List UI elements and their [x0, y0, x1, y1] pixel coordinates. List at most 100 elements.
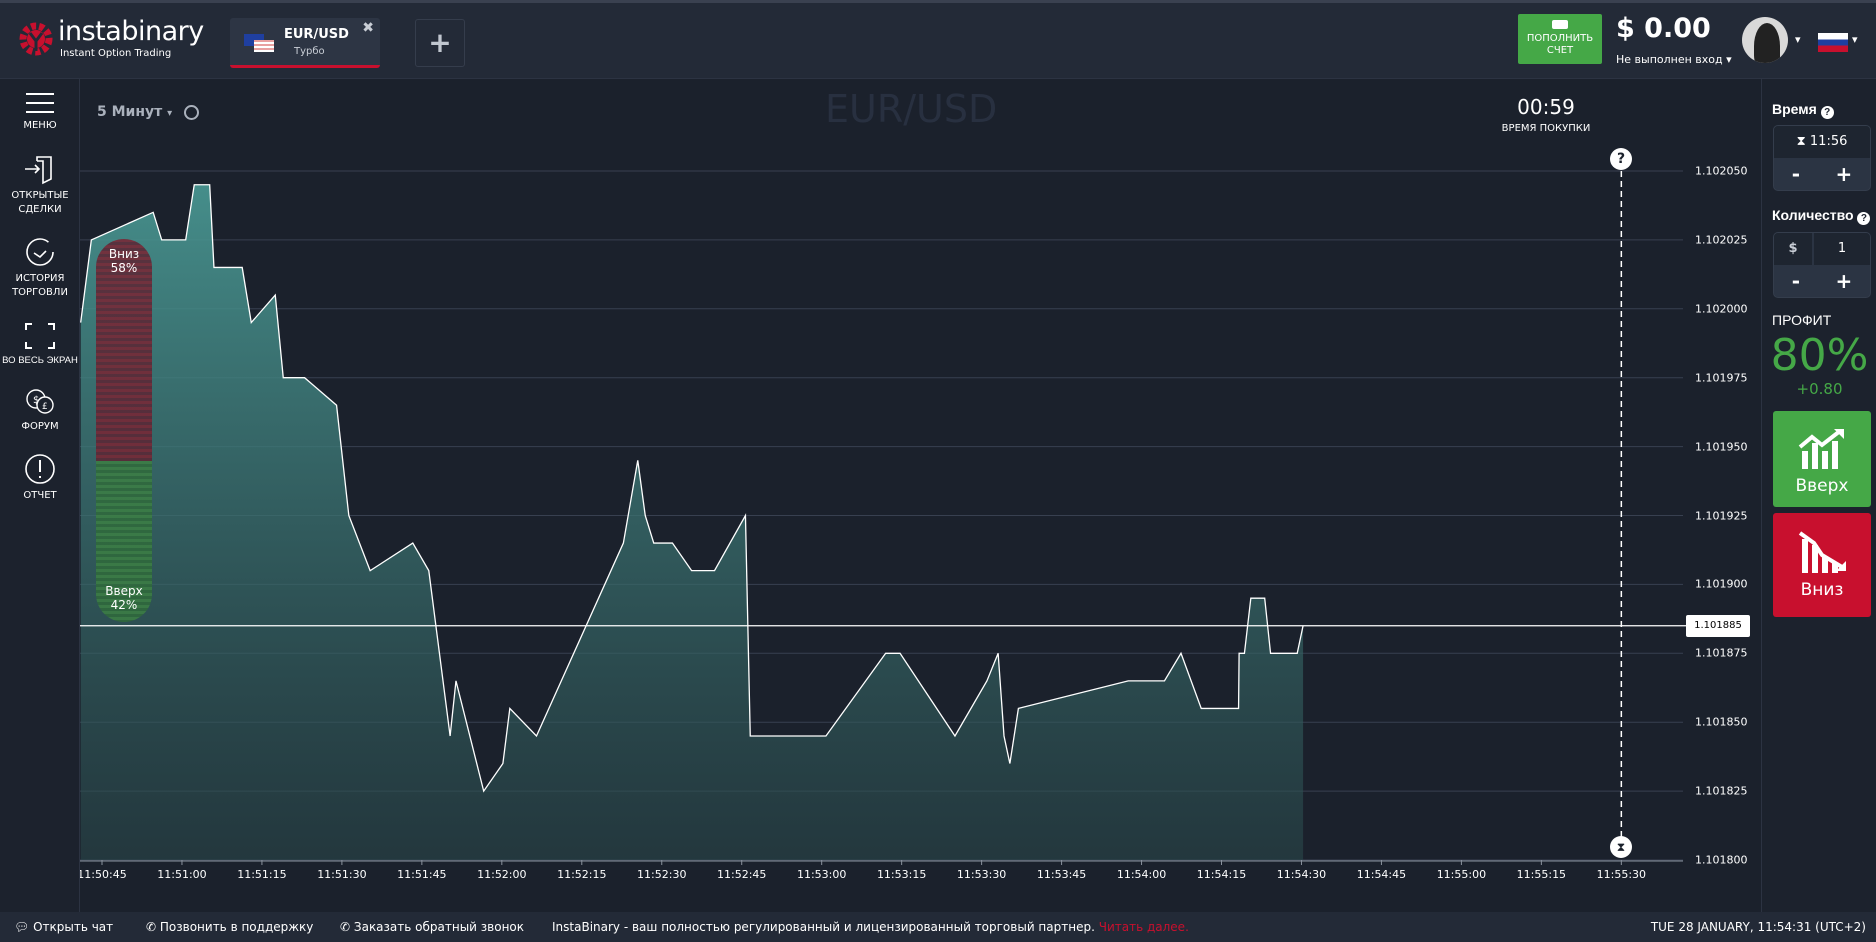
us-flag — [254, 40, 274, 52]
call-support-link[interactable]: ✆ Позвонить в поддержку — [146, 920, 314, 934]
x-tick-label: 11:53:45 — [1036, 868, 1087, 881]
x-tick-label: 11:54:30 — [1276, 868, 1327, 881]
sentiment-down-fill — [96, 239, 152, 462]
language-flag-ru[interactable] — [1818, 33, 1848, 52]
profit-label: ПРОФИТ — [1772, 312, 1832, 328]
svg-text:$: $ — [33, 395, 39, 406]
y-tick-label: 1.101925 — [1695, 509, 1748, 522]
amount-selector: $ 1 - + — [1773, 232, 1871, 298]
profit-percent: 80% — [1770, 330, 1869, 381]
y-tick-label: 1.101875 — [1695, 646, 1748, 660]
datetime: TUE 28 JANUARY, 11:54:31 (UTC+2) — [1650, 920, 1866, 934]
time-selector: ⧗ 11:56 - + — [1773, 125, 1871, 191]
login-status: Не выполнен вход — [1616, 53, 1723, 66]
x-tick-label: 11:54:15 — [1196, 868, 1247, 881]
amount-input[interactable]: 1 — [1814, 233, 1870, 265]
sidebar-item-forum[interactable]: $ £ ФОРУМ — [0, 388, 80, 434]
y-tick-label: 1.101800 — [1695, 853, 1748, 867]
down-label: Вниз — [1800, 580, 1844, 600]
chat-bubble-icon: 💬︎ — [14, 920, 30, 934]
chevron-down-icon: ▾ — [167, 108, 173, 119]
price-chart[interactable]: EUR/USD 5 Минут ▾ 00:59 ВРЕМЯ ПОКУПКИ 1.… — [80, 79, 1761, 912]
avatar-silhouette — [1754, 23, 1780, 63]
sidebar-label: ИСТОРИЯ ТОРГОВЛИ — [12, 273, 68, 298]
language-chevron-icon[interactable]: ▾ — [1852, 33, 1858, 46]
amount-minus-button[interactable]: - — [1791, 269, 1801, 293]
report-icon — [25, 454, 55, 484]
trade-panel: Время ? ⧗ 11:56 - + Количество ? $ 1 - + П… — [1761, 79, 1876, 912]
price-line — [80, 184, 1304, 793]
close-tab-icon[interactable]: ✖ — [362, 20, 374, 36]
x-tick-label: 11:53:00 — [796, 868, 847, 881]
x-tick-label: 11:54:45 — [1356, 868, 1407, 881]
chevron-down-icon: ▾ — [1726, 53, 1732, 66]
x-tick-label: 11:55:00 — [1436, 868, 1487, 881]
footer-bar: 💬︎ Открыть чат ✆ Позвонить в поддержку ✆… — [0, 912, 1876, 942]
avatar-chevron-icon[interactable]: ▾ — [1795, 33, 1801, 46]
purchase-timer: 00:59 — [1517, 95, 1575, 119]
fullscreen-icon — [25, 323, 55, 349]
price-area — [80, 184, 1304, 860]
phone-icon: ✆ — [146, 920, 157, 934]
logo-tagline: Instant Option Trading — [60, 48, 172, 59]
gear-logo-icon — [19, 22, 53, 56]
current-price-label: 1.101885 — [1686, 614, 1750, 637]
x-tick-label: 11:50:45 — [80, 868, 127, 881]
x-tick-label: 11:51:15 — [237, 868, 287, 881]
x-tick-label: 11:52:30 — [637, 868, 687, 881]
help-icon[interactable]: ? — [1610, 148, 1632, 170]
chat-link[interactable]: 💬︎ Открыть чат — [14, 920, 114, 934]
tab-eur-usd[interactable]: EUR/USD Турбо ✖ — [230, 18, 380, 68]
sentiment-down-text: Вниз 58% — [108, 247, 140, 275]
deposit-button[interactable]: ПОПОЛНИТЬ СЧЕТ — [1518, 14, 1602, 64]
sidebar-label: ОТКРЫТЫЕ СДЕЛКИ — [11, 190, 69, 215]
login-status-dropdown[interactable]: Не выполнен вход ▾ — [1616, 53, 1732, 67]
add-tab-button[interactable]: + — [415, 19, 465, 67]
x-tick-label: 11:55:15 — [1516, 868, 1567, 881]
promo-text: InstaBinary - ваш полностью регулированн… — [552, 920, 1189, 934]
help-icon[interactable]: ? — [1857, 212, 1871, 225]
sidebar-item-report[interactable]: ОТЧЕТ — [0, 453, 80, 503]
balance: $ 0.00 — [1616, 13, 1711, 44]
read-more-link[interactable]: Читать далее. — [1098, 920, 1189, 934]
x-tick-label: 11:53:15 — [876, 868, 927, 881]
y-tick-label: 1.101825 — [1695, 784, 1748, 798]
x-tick-label: 11:52:15 — [557, 868, 607, 881]
money-icon — [1552, 20, 1568, 29]
up-label: Вверх — [1795, 476, 1849, 496]
sidebar-label: ОТЧЕТ — [23, 490, 57, 501]
hourglass-icon: ⧗ — [1796, 134, 1806, 149]
top-header: instabinary Instant Option Trading EUR/U… — [0, 0, 1876, 79]
sidebar-label: ФОРУМ — [21, 421, 59, 432]
call-up-button[interactable]: Вверх — [1773, 411, 1871, 507]
interval-dropdown[interactable]: 5 Минут ▾ — [97, 104, 172, 122]
logo-name: instabinary — [58, 16, 204, 47]
x-tick-label: 11:51:00 — [157, 868, 207, 881]
sidebar-item-history[interactable]: ИСТОРИЯ ТОРГОВЛИ — [0, 236, 80, 300]
sidebar-item-fullscreen[interactable]: ВО ВЕСЬ ЭКРАН — [0, 322, 80, 368]
x-tick-label: 11:51:30 — [317, 868, 367, 881]
help-icon[interactable]: ? — [1820, 106, 1834, 119]
chart-watermark-title: EUR/USD — [825, 87, 998, 131]
expiry-time[interactable]: ⧗ 11:56 — [1774, 126, 1870, 158]
tab-pair: EUR/USD — [284, 27, 349, 42]
y-tick-label: 1.101975 — [1695, 371, 1748, 385]
chart-plot — [80, 170, 1686, 865]
time-plus-button[interactable]: + — [1835, 162, 1853, 186]
time-minus-button[interactable]: - — [1791, 162, 1801, 186]
callback-link[interactable]: ✆ Заказать обратный звонок — [340, 920, 525, 934]
put-down-button[interactable]: Вниз — [1773, 513, 1871, 617]
deposit-label: ПОПОЛНИТЬ СЧЕТ — [1526, 33, 1594, 56]
sidebar-item-menu[interactable]: МЕНЮ — [0, 91, 80, 133]
plus-icon: + — [428, 26, 452, 59]
history-icon — [26, 238, 54, 266]
y-tick-label: 1.102000 — [1695, 302, 1748, 316]
sidebar-item-open-trades[interactable]: ОТКРЫТЫЕ СДЕЛКИ — [0, 155, 80, 217]
sentiment-bar: Вниз 58% Вверх 42% — [96, 239, 152, 622]
clock-icon[interactable] — [184, 105, 199, 120]
amount-label: Количество ? — [1772, 207, 1871, 225]
amount-plus-button[interactable]: + — [1835, 269, 1853, 293]
avatar[interactable] — [1742, 17, 1788, 63]
y-tick-label: 1.101950 — [1695, 440, 1748, 454]
profit-value: +0.80 — [1796, 380, 1843, 398]
